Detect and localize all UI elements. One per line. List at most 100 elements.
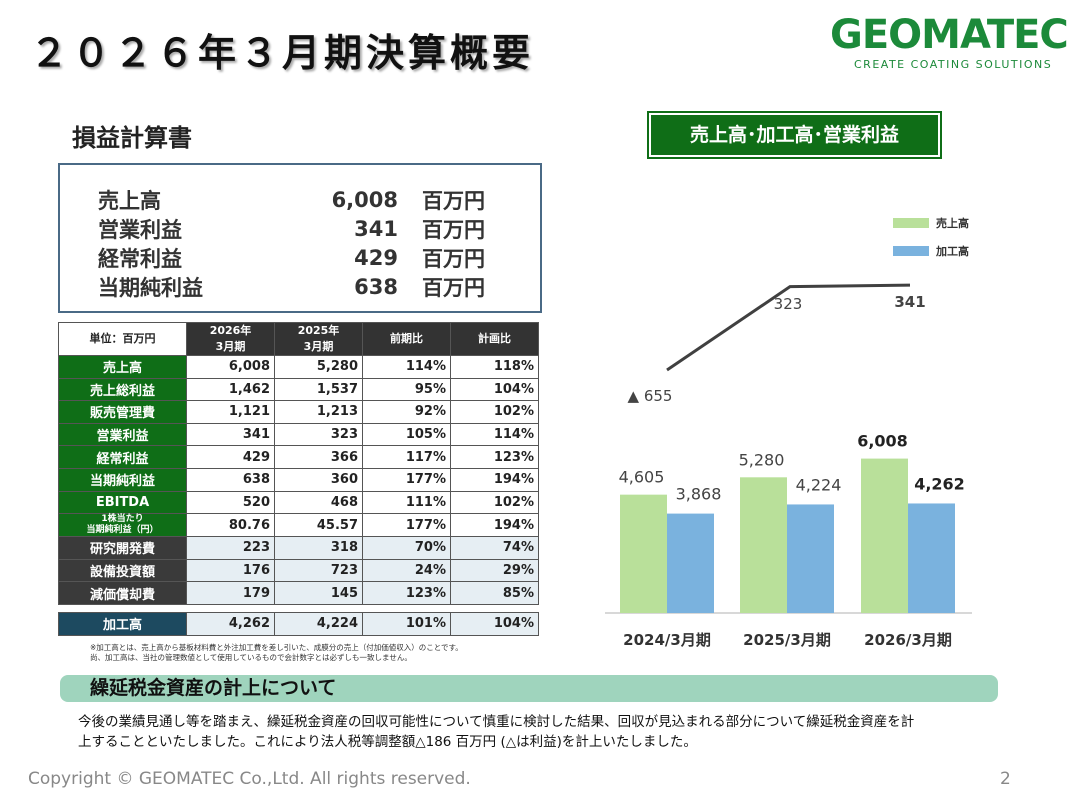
row-label: 売上総利益 xyxy=(58,377,187,402)
cell-2025: 318 xyxy=(274,536,363,560)
summary-value: 429 xyxy=(354,245,398,270)
table-row: 当期純利益 638 360 177% 194% xyxy=(58,467,539,492)
summary-box: 売上高 6,008 百万円 営業利益 341 百万円 経常利益 429 百万円 … xyxy=(58,163,542,313)
cell-plan: 194% xyxy=(450,467,539,492)
chart-title: 売上高･加工高･営業利益 xyxy=(647,111,942,159)
cell-plan: 85% xyxy=(450,581,539,605)
cell-plan: 118% xyxy=(450,355,539,379)
deferred-tax-text: 今後の業績見通し等を踏まえ、繰延税金資産の回収可能性について慎重に検討した結果、… xyxy=(66,712,996,752)
bar-value-label: 4,262 xyxy=(914,474,965,493)
bar-value-label: 3,868 xyxy=(676,485,722,504)
sales-chart: 4,605 5,280 6,008 3,868 4,224 4,262 2024/3月期 20… xyxy=(605,216,972,649)
row-label-line1: 1株当たり xyxy=(101,514,144,525)
summary-row: 売上高 6,008 百万円 xyxy=(98,185,540,214)
bar-value-label: 5,280 xyxy=(739,450,785,469)
cell-2026: 223 xyxy=(186,536,275,560)
cell-2025: 45.57 xyxy=(274,513,363,538)
logo-wordmark: GEOMATEC xyxy=(830,12,1069,58)
cell-yoy: 123% xyxy=(362,581,451,605)
legend-label: 売上高 xyxy=(936,216,969,230)
line-value-label: 323 xyxy=(774,295,803,313)
unit-header: 単位：百万円 xyxy=(58,322,187,356)
operating-income-line xyxy=(666,283,911,372)
legend-swatch xyxy=(893,246,929,256)
summary-value: 638 xyxy=(354,274,398,299)
table-row: 営業利益 341 323 105% 114% xyxy=(58,422,539,447)
cell-2026: 4,262 xyxy=(186,611,275,636)
cell-yoy: 177% xyxy=(362,467,451,492)
summary-label: 当期純利益 xyxy=(98,275,203,300)
cell-yoy: 70% xyxy=(362,536,451,560)
row-label: 設備投資額 xyxy=(58,558,187,583)
summary-unit: 百万円 xyxy=(422,217,485,242)
cell-yoy: 117% xyxy=(362,445,451,469)
col-header-2026-period: 3月期 xyxy=(215,340,246,353)
row-label: 1株当たり 当期純利益（円） xyxy=(58,513,187,538)
cell-plan: 104% xyxy=(450,611,539,636)
footnote-line1: ※加工高とは、売上高から基板材料費と外注加工費を差し引いた、成膜分の売上（付加価… xyxy=(90,643,463,652)
row-label: 売上高 xyxy=(58,355,187,379)
table-row: 研究開発費 223 318 70% 74% xyxy=(58,536,539,560)
cell-yoy: 114% xyxy=(362,355,451,379)
cell-2026: 80.76 xyxy=(186,513,275,538)
category-label: 2025/3月期 xyxy=(743,631,831,649)
bar-value-label: 4,224 xyxy=(796,475,842,494)
page-number: 2 xyxy=(1000,769,1011,789)
row-label: 経常利益 xyxy=(58,445,187,469)
row-label: 加工高 xyxy=(58,611,187,636)
cell-2025: 723 xyxy=(274,558,363,583)
summary-row: 営業利益 341 百万円 xyxy=(98,214,540,243)
cell-yoy: 95% xyxy=(362,377,451,402)
cell-2025: 4,224 xyxy=(274,611,363,636)
category-label: 2026/3月期 xyxy=(864,631,952,649)
cell-2025: 145 xyxy=(274,581,363,605)
row-label: 研究開発費 xyxy=(58,536,187,560)
row-label: EBITDA xyxy=(58,490,187,515)
summary-label: 経常利益 xyxy=(98,246,182,271)
summary-row: 経常利益 429 百万円 xyxy=(98,243,540,272)
cell-yoy: 105% xyxy=(362,422,451,447)
cell-2025: 360 xyxy=(274,467,363,492)
category-label: 2024/3月期 xyxy=(623,631,711,649)
legend-swatch xyxy=(893,218,929,228)
income-statement-table: 単位：百万円 2026年 3月期 2025年 3月期 前期比 計画比 売上高 6,0… xyxy=(58,322,539,636)
row-label: 減価償却費 xyxy=(58,581,187,605)
income-statement-title: 損益計算書 xyxy=(72,124,192,152)
cell-2025: 5,280 xyxy=(274,355,363,379)
cell-plan: 194% xyxy=(450,513,539,538)
line-value-label: ▲ 655 xyxy=(628,387,673,405)
cell-2025: 1,213 xyxy=(274,400,363,424)
cell-plan: 29% xyxy=(450,558,539,583)
summary-value: 341 xyxy=(354,216,398,241)
summary-value: 6,008 xyxy=(331,187,398,212)
table-row: 売上総利益 1,462 1,537 95% 104% xyxy=(58,377,539,402)
cell-yoy: 101% xyxy=(362,611,451,636)
cell-plan: 123% xyxy=(450,445,539,469)
line-value-label: 341 xyxy=(894,293,925,311)
col-header-2026-year: 2026年 xyxy=(209,324,252,337)
body-line2: 上することといたしました。これにより法人税等調整額△186 百万円 (△は利益)… xyxy=(78,734,697,750)
row-label-line2: 当期純利益（円） xyxy=(86,525,159,536)
cell-2026: 6,008 xyxy=(186,355,275,379)
page-title: ２０２６年３月期決算概要 xyxy=(30,31,535,75)
cell-2025: 1,537 xyxy=(274,377,363,402)
row-label: 販売管理費 xyxy=(58,400,187,424)
table-row: 減価償却費 179 145 123% 85% xyxy=(58,581,539,605)
col-header-plan: 計画比 xyxy=(450,322,539,356)
cell-plan: 114% xyxy=(450,422,539,447)
cell-plan: 74% xyxy=(450,536,539,560)
table-row: EBITDA 520 468 111% 102% xyxy=(58,490,539,515)
bar-sales xyxy=(740,477,787,613)
cell-2026: 429 xyxy=(186,445,275,469)
cell-2026: 176 xyxy=(186,558,275,583)
table-row: 経常利益 429 366 117% 123% xyxy=(58,445,539,469)
table-row: 加工高 4,262 4,224 101% 104% xyxy=(58,611,539,636)
bar-value-label: 4,605 xyxy=(619,468,665,487)
cell-2025: 366 xyxy=(274,445,363,469)
logo-tagline: CREATE COATING SOLUTIONS xyxy=(854,58,1053,71)
summary-label: 売上高 xyxy=(98,188,161,213)
bar-sales xyxy=(861,458,908,613)
table-row: 売上高 6,008 5,280 114% 118% xyxy=(58,355,539,379)
table-footnote: ※加工高とは、売上高から基板材料費と外注加工費を差し引いた、成膜分の売上（付加価… xyxy=(90,643,463,663)
summary-unit: 百万円 xyxy=(422,246,485,271)
